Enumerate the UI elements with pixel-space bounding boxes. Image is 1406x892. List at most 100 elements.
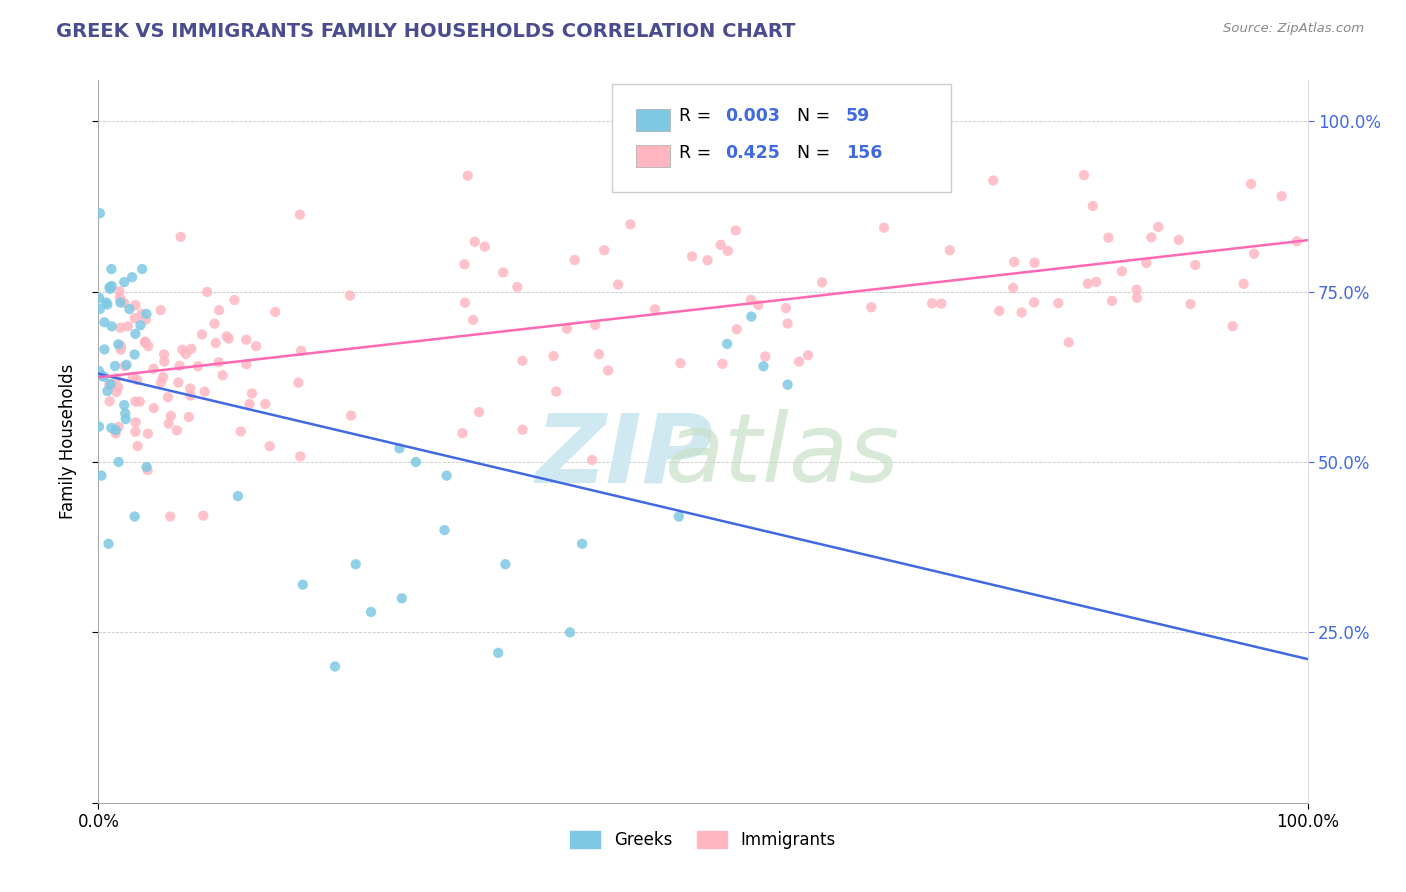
- Point: [89, 364, 111, 378]
- Point: [134, 334, 156, 349]
- Point: [195, 285, 218, 299]
- Point: [464, 235, 486, 249]
- Point: [112, 275, 135, 289]
- Point: [98, 280, 121, 294]
- Point: [405, 455, 427, 469]
- Point: [1147, 219, 1170, 234]
- Point: [860, 300, 883, 314]
- Point: [124, 394, 146, 409]
- Point: [546, 384, 568, 399]
- Point: [921, 296, 943, 310]
- Point: [166, 424, 188, 438]
- Point: [235, 357, 257, 371]
- Point: [512, 353, 534, 368]
- Point: [754, 350, 776, 364]
- Point: [1057, 335, 1080, 350]
- Point: [596, 363, 619, 377]
- Point: [644, 302, 666, 317]
- Point: [89, 291, 111, 305]
- Point: [433, 523, 456, 537]
- Point: [218, 332, 240, 346]
- Point: [776, 317, 799, 331]
- Point: [264, 305, 287, 319]
- Text: R =: R =: [679, 107, 717, 126]
- Point: [461, 313, 484, 327]
- Point: [98, 394, 121, 409]
- Point: [96, 295, 118, 310]
- Point: [169, 359, 191, 373]
- Point: [204, 317, 226, 331]
- Point: [1024, 256, 1046, 270]
- Point: [457, 169, 479, 183]
- Point: [135, 312, 157, 326]
- Point: [208, 303, 231, 318]
- Point: [607, 277, 630, 292]
- Point: [1077, 277, 1099, 291]
- Point: [740, 310, 762, 324]
- Point: [583, 318, 606, 332]
- Point: [716, 337, 738, 351]
- Point: [290, 450, 312, 464]
- Text: GREEK VS IMMIGRANTS FAMILY HOUSEHOLDS CORRELATION CHART: GREEK VS IMMIGRANTS FAMILY HOUSEHOLDS CO…: [56, 22, 796, 41]
- Point: [1135, 256, 1157, 270]
- Point: [107, 380, 129, 394]
- Point: [593, 243, 616, 257]
- Point: [112, 398, 135, 412]
- Point: [1184, 258, 1206, 272]
- Point: [180, 342, 202, 356]
- Point: [787, 354, 810, 368]
- Point: [1140, 230, 1163, 244]
- Point: [1243, 246, 1265, 260]
- Point: [115, 358, 138, 372]
- Point: [117, 319, 139, 334]
- Point: [558, 625, 581, 640]
- Point: [340, 409, 363, 423]
- Point: [224, 293, 246, 307]
- Point: [474, 239, 496, 253]
- Point: [1081, 199, 1104, 213]
- Point: [619, 218, 641, 232]
- Point: [391, 591, 413, 606]
- Point: [1271, 189, 1294, 203]
- Point: [696, 253, 718, 268]
- Point: [339, 288, 361, 302]
- Point: [1011, 305, 1033, 319]
- Point: [388, 442, 411, 456]
- Point: [127, 373, 149, 387]
- Point: [124, 326, 146, 341]
- Point: [193, 508, 215, 523]
- Text: N =: N =: [797, 107, 837, 126]
- Point: [1180, 297, 1202, 311]
- Point: [104, 426, 127, 441]
- Point: [717, 244, 740, 258]
- Point: [226, 489, 249, 503]
- Point: [97, 537, 120, 551]
- Point: [492, 266, 515, 280]
- Point: [1047, 296, 1070, 310]
- Legend: Greeks, Immigrants: Greeks, Immigrants: [564, 824, 842, 856]
- Point: [150, 376, 173, 390]
- Point: [454, 295, 477, 310]
- Point: [98, 377, 121, 392]
- Point: [1022, 295, 1045, 310]
- Point: [104, 359, 127, 373]
- Point: [96, 384, 118, 398]
- Text: Source: ZipAtlas.com: Source: ZipAtlas.com: [1223, 22, 1364, 36]
- Point: [288, 208, 311, 222]
- Point: [1073, 168, 1095, 182]
- Point: [1167, 233, 1189, 247]
- Point: [112, 296, 135, 310]
- Point: [100, 279, 122, 293]
- Point: [108, 291, 131, 305]
- Point: [135, 460, 157, 475]
- Point: [180, 388, 202, 402]
- Point: [291, 577, 314, 591]
- Point: [169, 230, 191, 244]
- Text: R =: R =: [679, 144, 717, 161]
- Point: [204, 336, 226, 351]
- FancyBboxPatch shape: [637, 109, 671, 131]
- Point: [669, 356, 692, 370]
- Point: [436, 468, 458, 483]
- Point: [235, 333, 257, 347]
- Point: [136, 339, 159, 353]
